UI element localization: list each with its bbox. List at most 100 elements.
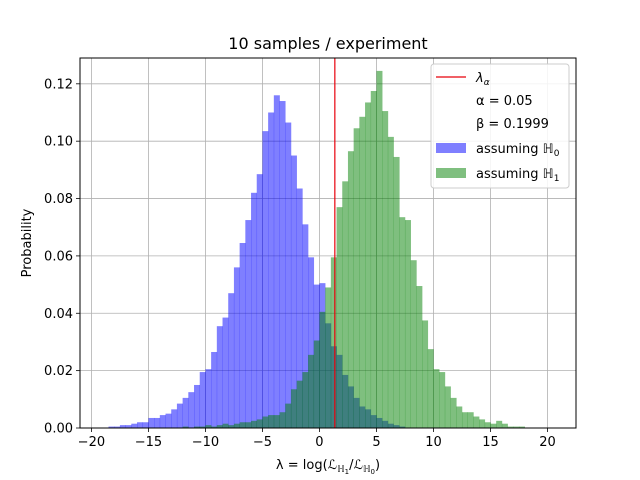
bar-h1 xyxy=(182,426,189,428)
bar-h0 xyxy=(268,112,275,428)
bar-h0 xyxy=(114,426,121,428)
bar-h1 xyxy=(353,128,360,429)
bar-h1 xyxy=(319,311,326,428)
bar-h1 xyxy=(456,406,463,428)
x-tick-label: 0 xyxy=(315,435,323,450)
bar-h1 xyxy=(245,422,252,428)
bar-h1 xyxy=(211,426,218,428)
legend-lambda-sub: α xyxy=(484,78,490,88)
bar-h1 xyxy=(427,349,434,428)
bar-h0 xyxy=(108,426,115,428)
bar-h0 xyxy=(176,403,183,428)
x-label-main: λ = log(ℒ xyxy=(276,458,337,473)
x-axis-label: λ = log(ℒℍ1/ℒℍ0) xyxy=(276,458,380,476)
legend-box xyxy=(430,63,570,189)
bar-h0 xyxy=(125,425,132,428)
x-label-mid: /ℒ xyxy=(349,458,363,473)
bar-h1 xyxy=(473,416,480,428)
bar-h1 xyxy=(296,380,303,428)
legend-h1-swatch xyxy=(436,168,466,178)
legend-h1-prefix: assuming xyxy=(476,167,543,182)
bar-h1 xyxy=(290,389,297,428)
y-tick-label: 0.06 xyxy=(44,249,73,264)
bar-h0 xyxy=(239,243,246,428)
legend-h0-sub: 0 xyxy=(554,149,560,159)
bar-h0 xyxy=(154,417,161,428)
bar-h0 xyxy=(211,351,218,428)
legend-alpha-text: α = 0.05 xyxy=(476,94,533,109)
bar-h1 xyxy=(359,116,366,428)
bar-h0 xyxy=(222,317,229,428)
bar-h1 xyxy=(222,423,229,428)
bar-h0 xyxy=(233,267,240,428)
bar-h1 xyxy=(518,426,525,428)
axes-frame xyxy=(79,57,577,429)
x-tick-label: 10 xyxy=(425,435,442,450)
bar-h1 xyxy=(279,412,286,428)
bar-h1 xyxy=(285,403,292,428)
legend-h0-swatch xyxy=(436,143,466,153)
bar-h1 xyxy=(444,386,451,428)
bar-h1 xyxy=(330,257,337,428)
x-label-sub2-sub: 0 xyxy=(371,468,375,476)
y-tick-label: 0.00 xyxy=(44,422,73,437)
legend: λα α = 0.05 β = 0.1999 assuming ℍ0 assum… xyxy=(430,63,570,189)
x-tick-label: −10 xyxy=(192,435,219,450)
legend-beta-text: β = 0.1999 xyxy=(476,117,549,132)
y-axis-ticks: 0.00 0.02 0.04 0.06 0.08 0.10 0.12 xyxy=(44,77,80,437)
bar-h1 xyxy=(496,420,503,428)
x-tick-label: −5 xyxy=(253,435,272,450)
bar-h0 xyxy=(296,188,303,428)
bar-h1 xyxy=(450,397,457,428)
legend-h0-symbol: ℍ xyxy=(543,142,554,157)
bar-h1 xyxy=(416,286,423,428)
x-tick-label: −20 xyxy=(78,435,105,450)
bar-h1 xyxy=(308,354,315,428)
bar-h1 xyxy=(233,423,240,428)
bar-h1 xyxy=(194,426,201,428)
bar-h1 xyxy=(302,372,309,428)
bar-h0 xyxy=(142,422,149,428)
bar-h0 xyxy=(148,417,155,428)
legend-h1-sub: 1 xyxy=(554,174,560,184)
bar-h1 xyxy=(376,70,383,428)
bar-h1 xyxy=(268,415,275,428)
bar-h1 xyxy=(422,320,429,428)
y-tick-label: 0.02 xyxy=(44,364,73,379)
bar-h1 xyxy=(228,425,235,428)
x-tick-label: −15 xyxy=(135,435,162,450)
legend-h1-symbol: ℍ xyxy=(543,167,554,182)
y-tick-label: 0.12 xyxy=(44,77,73,92)
bar-h1 xyxy=(313,340,320,428)
y-tick-label: 0.08 xyxy=(44,192,73,207)
bar-h0 xyxy=(182,397,189,428)
x-label-end: ) xyxy=(375,458,380,473)
legend-h0-prefix: assuming xyxy=(476,142,543,157)
bar-h0 xyxy=(285,122,292,428)
bar-h1 xyxy=(205,425,212,428)
bar-h1 xyxy=(256,419,263,428)
legend-h1-label: assuming ℍ1 xyxy=(476,167,559,184)
y-tick-label: 0.04 xyxy=(44,307,73,322)
bar-h1 xyxy=(484,422,491,428)
bar-h0 xyxy=(131,423,138,428)
bar-h1 xyxy=(239,422,246,428)
bar-h0 xyxy=(251,192,258,428)
bar-h1 xyxy=(199,426,206,428)
bar-h0 xyxy=(245,220,252,428)
bar-h0 xyxy=(256,174,263,428)
x-tick-label: 20 xyxy=(539,435,556,450)
x-tick-label: 5 xyxy=(372,435,380,450)
bar-h1 xyxy=(251,420,258,428)
y-tick-label: 0.10 xyxy=(44,135,73,150)
bar-h1 xyxy=(387,136,394,428)
legend-h0-label: assuming ℍ0 xyxy=(476,142,560,159)
legend-lambda: λ xyxy=(475,71,484,86)
series-h1-bars xyxy=(182,70,525,429)
bar-h0 xyxy=(188,392,195,428)
bar-h1 xyxy=(216,425,223,428)
bar-h1 xyxy=(490,423,497,428)
bar-h0 xyxy=(302,224,309,428)
bar-h1 xyxy=(479,419,486,428)
bar-h1 xyxy=(382,111,389,428)
